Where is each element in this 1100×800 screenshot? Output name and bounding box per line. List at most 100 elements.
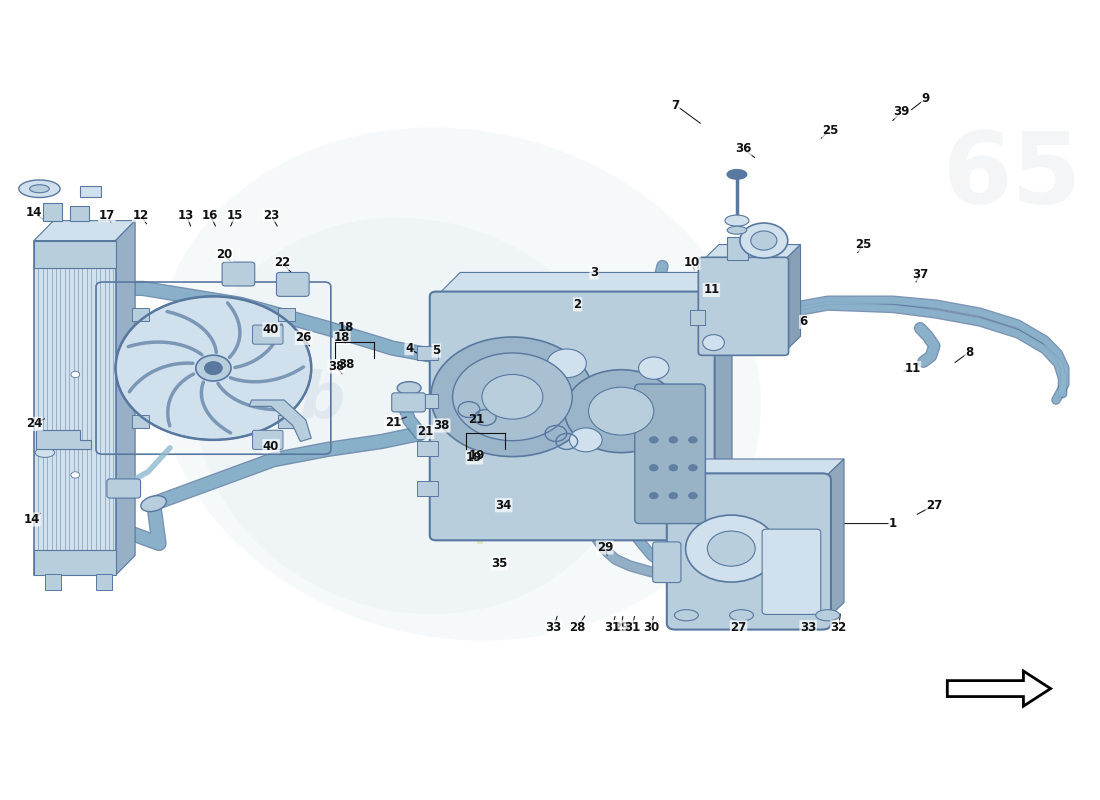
Text: 18: 18 xyxy=(338,321,354,334)
Circle shape xyxy=(707,531,756,566)
Bar xyxy=(277,415,295,428)
Text: 25: 25 xyxy=(822,124,838,137)
Circle shape xyxy=(649,493,658,499)
Text: a passion f: a passion f xyxy=(443,511,647,544)
Polygon shape xyxy=(34,221,135,241)
Circle shape xyxy=(751,231,777,250)
Text: 17: 17 xyxy=(99,209,116,222)
Circle shape xyxy=(685,515,777,582)
Text: 38: 38 xyxy=(433,419,450,432)
Text: 22: 22 xyxy=(274,256,290,270)
Circle shape xyxy=(431,337,594,457)
Text: 21: 21 xyxy=(469,413,485,426)
Bar xyxy=(132,415,150,428)
Circle shape xyxy=(689,493,697,499)
Ellipse shape xyxy=(196,218,634,614)
Text: 18: 18 xyxy=(333,331,350,344)
Text: 19: 19 xyxy=(469,450,485,462)
Bar xyxy=(45,574,62,590)
Polygon shape xyxy=(703,245,801,261)
FancyBboxPatch shape xyxy=(430,291,715,540)
Text: 19: 19 xyxy=(466,451,483,464)
Ellipse shape xyxy=(729,610,754,621)
Text: 38: 38 xyxy=(328,360,344,373)
Bar xyxy=(79,186,101,197)
Text: 29: 29 xyxy=(613,621,629,634)
FancyBboxPatch shape xyxy=(652,542,681,582)
FancyBboxPatch shape xyxy=(107,479,141,498)
Text: 27: 27 xyxy=(926,498,943,512)
Text: Eurob: Eurob xyxy=(135,369,345,431)
Bar xyxy=(96,574,112,590)
Text: 2: 2 xyxy=(573,298,582,311)
Circle shape xyxy=(740,223,788,258)
Text: 11: 11 xyxy=(904,362,921,374)
Circle shape xyxy=(482,374,543,419)
Text: 29: 29 xyxy=(596,541,613,554)
Text: 6: 6 xyxy=(800,315,807,328)
Text: 28: 28 xyxy=(570,621,586,634)
Text: 25: 25 xyxy=(856,238,872,251)
FancyBboxPatch shape xyxy=(698,258,789,355)
FancyBboxPatch shape xyxy=(635,384,705,523)
Text: 33: 33 xyxy=(800,621,816,634)
Text: 9: 9 xyxy=(922,92,930,105)
Text: 31: 31 xyxy=(624,621,640,634)
FancyBboxPatch shape xyxy=(222,262,255,286)
Circle shape xyxy=(72,472,79,478)
Text: 12: 12 xyxy=(132,209,148,222)
Text: 21: 21 xyxy=(385,416,400,429)
Text: 15: 15 xyxy=(227,209,243,222)
Polygon shape xyxy=(823,459,844,623)
Text: 21: 21 xyxy=(417,426,433,438)
Text: 37: 37 xyxy=(912,267,928,281)
Circle shape xyxy=(116,296,311,440)
Bar xyxy=(132,308,150,321)
Polygon shape xyxy=(36,430,90,450)
FancyBboxPatch shape xyxy=(392,393,426,412)
Ellipse shape xyxy=(30,185,50,193)
Circle shape xyxy=(205,362,222,374)
Circle shape xyxy=(689,437,697,443)
Ellipse shape xyxy=(19,180,60,198)
Ellipse shape xyxy=(725,215,749,226)
Text: 30: 30 xyxy=(644,621,660,634)
Bar xyxy=(43,203,63,221)
Text: 16: 16 xyxy=(202,209,218,222)
Text: 4: 4 xyxy=(405,342,414,354)
Text: 39: 39 xyxy=(893,105,910,118)
Text: 32: 32 xyxy=(830,621,847,634)
Text: 10: 10 xyxy=(684,256,700,270)
Text: 13: 13 xyxy=(178,209,195,222)
FancyBboxPatch shape xyxy=(253,430,283,450)
Text: 26: 26 xyxy=(296,331,311,344)
FancyBboxPatch shape xyxy=(276,273,309,296)
Text: 35: 35 xyxy=(492,557,507,570)
Polygon shape xyxy=(947,671,1050,706)
Circle shape xyxy=(452,353,572,441)
Ellipse shape xyxy=(674,610,698,621)
Text: 5: 5 xyxy=(432,344,440,357)
Text: 1: 1 xyxy=(889,517,896,530)
Text: 33: 33 xyxy=(546,621,562,634)
Text: 31: 31 xyxy=(604,621,620,634)
Text: 24: 24 xyxy=(25,418,42,430)
Ellipse shape xyxy=(816,610,839,621)
Text: 20: 20 xyxy=(217,249,232,262)
Bar xyxy=(690,310,705,325)
Polygon shape xyxy=(250,400,311,442)
Circle shape xyxy=(703,334,725,350)
Bar xyxy=(727,237,748,261)
Circle shape xyxy=(570,428,602,452)
Text: 14: 14 xyxy=(25,206,42,219)
Bar xyxy=(417,346,439,360)
Circle shape xyxy=(72,371,79,378)
Text: 40: 40 xyxy=(263,323,279,336)
Text: 65: 65 xyxy=(943,128,1082,226)
Circle shape xyxy=(649,465,658,471)
Circle shape xyxy=(689,465,697,471)
Ellipse shape xyxy=(397,382,421,394)
Polygon shape xyxy=(675,459,844,480)
Ellipse shape xyxy=(35,448,55,458)
Circle shape xyxy=(650,439,684,465)
